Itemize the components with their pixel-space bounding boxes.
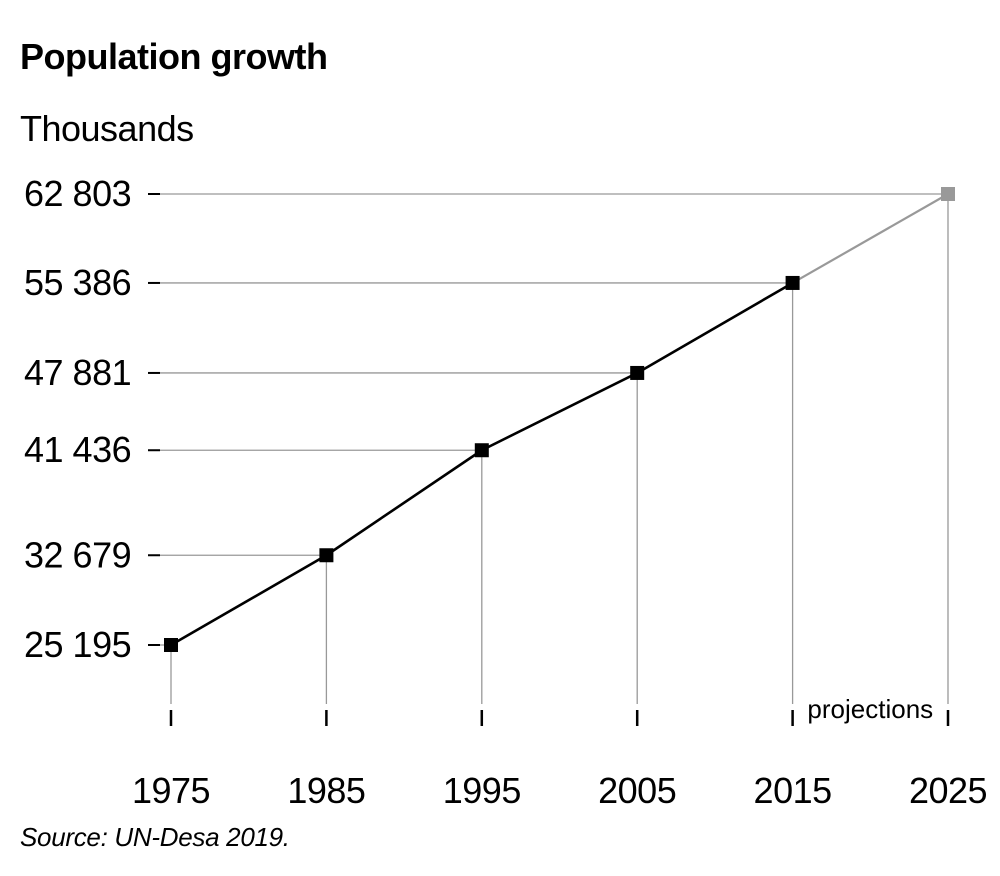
data-point-marker — [474, 443, 489, 458]
x-tick-label: 1995 — [443, 770, 521, 811]
y-axis-unit-label: Thousands — [20, 108, 194, 149]
data-point-marker — [785, 275, 800, 290]
x-tick-label: 2015 — [754, 770, 832, 811]
projections-annotation: projections — [807, 694, 933, 724]
y-tick-label: 47 881 — [24, 352, 131, 393]
y-tick-label: 62 803 — [24, 173, 131, 214]
source-note: Source: UN-Desa 2019. — [20, 822, 290, 852]
x-tick-label: 2005 — [598, 770, 676, 811]
x-tick-label: 2025 — [909, 770, 987, 811]
y-tick-label: 41 436 — [24, 429, 131, 470]
data-line-segment — [481, 371, 638, 452]
data-line-segment — [170, 554, 328, 647]
y-tick-label: 32 679 — [24, 534, 131, 575]
y-tick-label: 55 386 — [24, 262, 131, 303]
x-tick-label: 1975 — [132, 770, 210, 811]
data-line-segment — [636, 281, 794, 375]
projection-line-segment — [792, 193, 949, 284]
data-point-marker — [630, 365, 645, 380]
x-tick-label: 1985 — [287, 770, 365, 811]
data-point-marker — [164, 638, 178, 652]
data-point-marker — [319, 548, 334, 563]
y-tick-label: 25 195 — [24, 624, 131, 665]
data-line-segment — [325, 449, 483, 557]
chart-title: Population growth — [20, 36, 328, 77]
projection-point-marker — [941, 187, 955, 201]
